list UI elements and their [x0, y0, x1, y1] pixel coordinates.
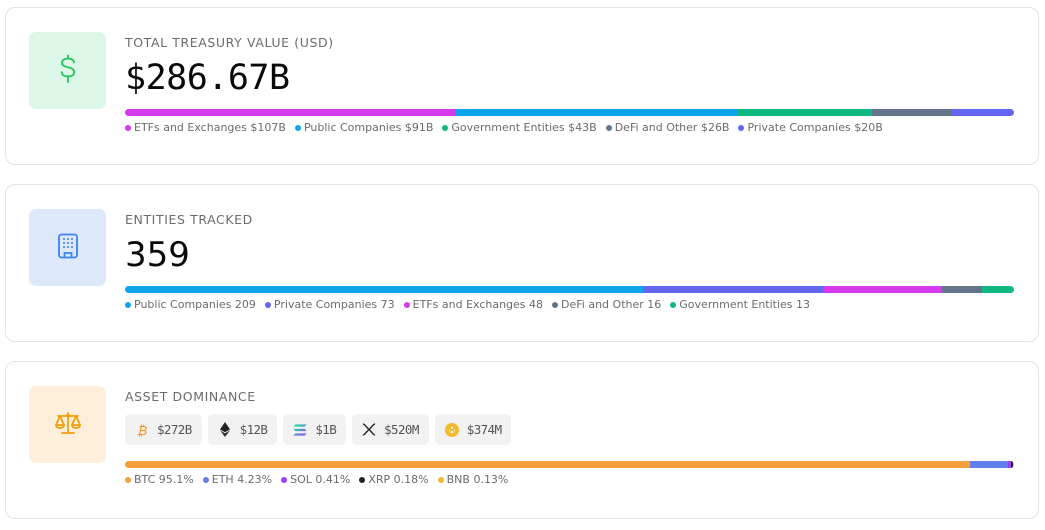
legend-dot-icon: [605, 124, 612, 131]
asset-chip-eth[interactable]: $12B: [207, 414, 278, 445]
bar-segment[interactable]: [642, 286, 824, 293]
asset-chip-bnb[interactable]: $374M: [434, 414, 512, 445]
bar-segment[interactable]: [823, 286, 943, 293]
legend-item: ETFs and Exchanges $107B: [125, 121, 286, 134]
treasury-label: TOTAL TREASURY VALUE (USD): [125, 35, 334, 50]
asset-chips: ₿ $272B $12B $1B $520M: [125, 414, 1014, 445]
bar-segment[interactable]: [1012, 461, 1014, 468]
entities-count: 359: [125, 235, 190, 275]
bar-segment[interactable]: [1011, 461, 1013, 468]
legend-dot-icon: [442, 124, 449, 131]
treasury-breakdown-bar: [125, 109, 1014, 116]
legend-item: BNB 0.13%: [437, 473, 508, 486]
legend-dot-icon: [552, 301, 559, 308]
entities-legend: Public Companies 209 Private Companies 7…: [125, 298, 810, 311]
bar-segment[interactable]: [125, 461, 971, 468]
dollar-icon: [57, 54, 79, 88]
bar-segment[interactable]: [738, 109, 872, 116]
treasury-legend: ETFs and Exchanges $107B Public Companie…: [125, 121, 883, 134]
bar-segment[interactable]: [125, 109, 457, 116]
entities-breakdown-bar: [125, 286, 1014, 293]
bnb-icon: [444, 422, 459, 437]
entities-icon-box: [29, 209, 106, 286]
bitcoin-icon: ₿: [135, 423, 149, 437]
treasury-icon-box: [29, 32, 106, 109]
asset-dominance-card: ASSET DOMINANCE ₿ $272B $12B $1B: [5, 361, 1039, 519]
building-icon: [57, 233, 79, 263]
entities-tracked-card: ENTITIES TRACKED 359 Public Companies 20…: [5, 184, 1039, 342]
legend-item: ETFs and Exchanges 48: [403, 298, 543, 311]
legend-item: Government Entities 13: [670, 298, 810, 311]
legend-dot-icon: [264, 301, 271, 308]
dominance-icon-box: [29, 386, 106, 463]
legend-dot-icon: [403, 301, 410, 308]
bar-segment[interactable]: [125, 286, 643, 293]
legend-item: Government Entities $43B: [442, 121, 597, 134]
bar-segment[interactable]: [456, 109, 739, 116]
dominance-legend: BTC 95.1% ETH 4.23% SOL 0.41% XRP 0.18% …: [125, 473, 508, 486]
legend-item: XRP 0.18%: [359, 473, 429, 486]
legend-dot-icon: [738, 124, 745, 131]
legend-item: DeFi and Other 16: [552, 298, 661, 311]
legend-item: Private Companies 73: [264, 298, 395, 311]
legend-dot-icon: [125, 301, 131, 308]
asset-chip-btc[interactable]: ₿ $272B: [125, 414, 202, 445]
ethereum-icon: [218, 422, 232, 437]
bar-segment[interactable]: [871, 109, 953, 116]
asset-chip-xrp[interactable]: $520M: [352, 414, 429, 445]
bar-segment[interactable]: [1007, 461, 1012, 468]
legend-item: Public Companies 209: [125, 298, 256, 311]
dominance-label: ASSET DOMINANCE: [125, 389, 256, 404]
legend-dot-icon: [125, 124, 131, 131]
legend-dot-icon: [125, 476, 131, 483]
legend-item: SOL 0.41%: [281, 473, 350, 486]
legend-item: Private Companies $20B: [738, 121, 883, 134]
legend-item: BTC 95.1%: [125, 473, 194, 486]
scale-icon: [54, 411, 82, 439]
legend-dot-icon: [281, 476, 288, 483]
legend-item: DeFi and Other $26B: [605, 121, 729, 134]
asset-chip-sol[interactable]: $1B: [283, 414, 347, 445]
dominance-bar: [125, 461, 1014, 468]
legend-dot-icon: [202, 476, 209, 483]
legend-dot-icon: [359, 476, 366, 483]
bar-segment[interactable]: [981, 286, 1014, 293]
bar-segment[interactable]: [952, 109, 1014, 116]
solana-icon: [293, 423, 307, 437]
bar-segment[interactable]: [970, 461, 1008, 468]
legend-dot-icon: [437, 476, 444, 483]
legend-item: Public Companies $91B: [294, 121, 433, 134]
legend-dot-icon: [670, 301, 677, 308]
svg-text:₿: ₿: [137, 424, 147, 437]
treasury-value-card: TOTAL TREASURY VALUE (USD) $286.67B ETFs…: [5, 7, 1039, 165]
entities-label: ENTITIES TRACKED: [125, 212, 253, 227]
legend-item: ETH 4.23%: [202, 473, 272, 486]
legend-dot-icon: [294, 124, 301, 131]
bar-segment[interactable]: [942, 286, 982, 293]
treasury-value: $286.67B: [125, 58, 290, 98]
xrp-icon: [362, 423, 376, 437]
